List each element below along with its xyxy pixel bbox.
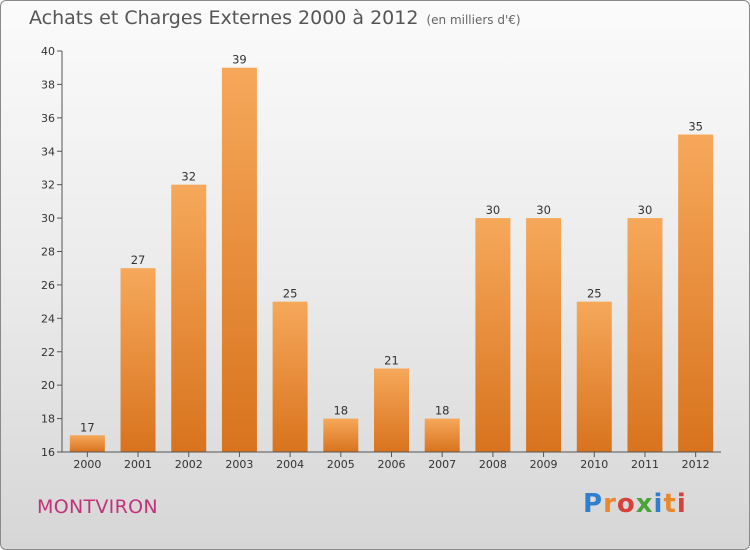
bar	[627, 218, 663, 452]
y-tick-label: 24	[41, 312, 55, 325]
x-tick-label: 2009	[530, 458, 558, 471]
bar	[272, 301, 308, 452]
x-tick-label: 2002	[175, 458, 203, 471]
bar	[475, 218, 511, 452]
logo-letter: r	[603, 489, 617, 519]
bar	[526, 218, 562, 452]
x-tick-label: 2010	[580, 458, 608, 471]
x-tick-label: 2012	[682, 458, 710, 471]
bar-value-label: 35	[688, 120, 703, 134]
bar	[171, 184, 207, 452]
proxiti-logo: Proxiti	[583, 489, 687, 519]
y-tick-label: 32	[41, 179, 55, 192]
bar-value-label: 32	[181, 170, 196, 184]
y-tick-label: 28	[41, 246, 55, 259]
logo-letter: P	[583, 489, 604, 519]
logo-letter: x	[635, 489, 654, 519]
y-tick-label: 26	[41, 279, 55, 292]
bar-value-label: 39	[232, 53, 247, 67]
bar	[69, 435, 105, 452]
y-tick-label: 36	[41, 112, 55, 125]
y-tick-label: 18	[41, 413, 55, 426]
x-tick-label: 2008	[479, 458, 507, 471]
bar-value-label: 25	[587, 287, 602, 301]
bar	[576, 301, 612, 452]
place-name: MONTVIRON	[37, 496, 158, 518]
y-tick-label: 16	[41, 446, 55, 459]
bar	[323, 418, 359, 452]
bar-value-label: 25	[283, 287, 298, 301]
bar-value-label: 18	[333, 404, 348, 418]
x-tick-label: 2011	[631, 458, 659, 471]
y-tick-label: 20	[41, 379, 55, 392]
y-tick-label: 40	[41, 45, 55, 58]
bar-value-label: 18	[435, 404, 450, 418]
bar	[424, 418, 460, 452]
y-tick-label: 30	[41, 212, 55, 225]
chart-subtitle: (en milliers d'€)	[426, 13, 521, 27]
logo-letter: i	[676, 489, 687, 519]
bar-value-label: 21	[384, 353, 399, 367]
x-tick-label: 2000	[73, 458, 101, 471]
x-tick-label: 2001	[124, 458, 152, 471]
x-tick-label: 2006	[378, 458, 406, 471]
y-tick-label: 22	[41, 346, 55, 359]
logo-letter: o	[616, 489, 636, 519]
bar-value-label: 30	[536, 203, 551, 217]
bar	[120, 268, 156, 452]
bar-value-label: 30	[638, 203, 653, 217]
chart-title: Achats et Charges Externes 2000 à 2012 (e…	[29, 7, 521, 29]
bar-value-label: 30	[486, 203, 501, 217]
chart-title-text: Achats et Charges Externes 2000 à 2012	[29, 7, 419, 29]
logo-letter: t	[663, 489, 677, 519]
y-tick-label: 34	[41, 145, 55, 158]
y-tick-label: 38	[41, 78, 55, 91]
bar	[374, 368, 409, 452]
bar	[221, 67, 257, 452]
x-tick-label: 2004	[276, 458, 304, 471]
x-tick-label: 2007	[428, 458, 456, 471]
bar-value-label: 27	[131, 253, 146, 267]
x-tick-label: 2005	[327, 458, 355, 471]
bar-value-label: 17	[80, 420, 95, 434]
logo-letter: i	[653, 489, 664, 519]
x-tick-label: 2003	[225, 458, 253, 471]
bar	[678, 134, 714, 452]
